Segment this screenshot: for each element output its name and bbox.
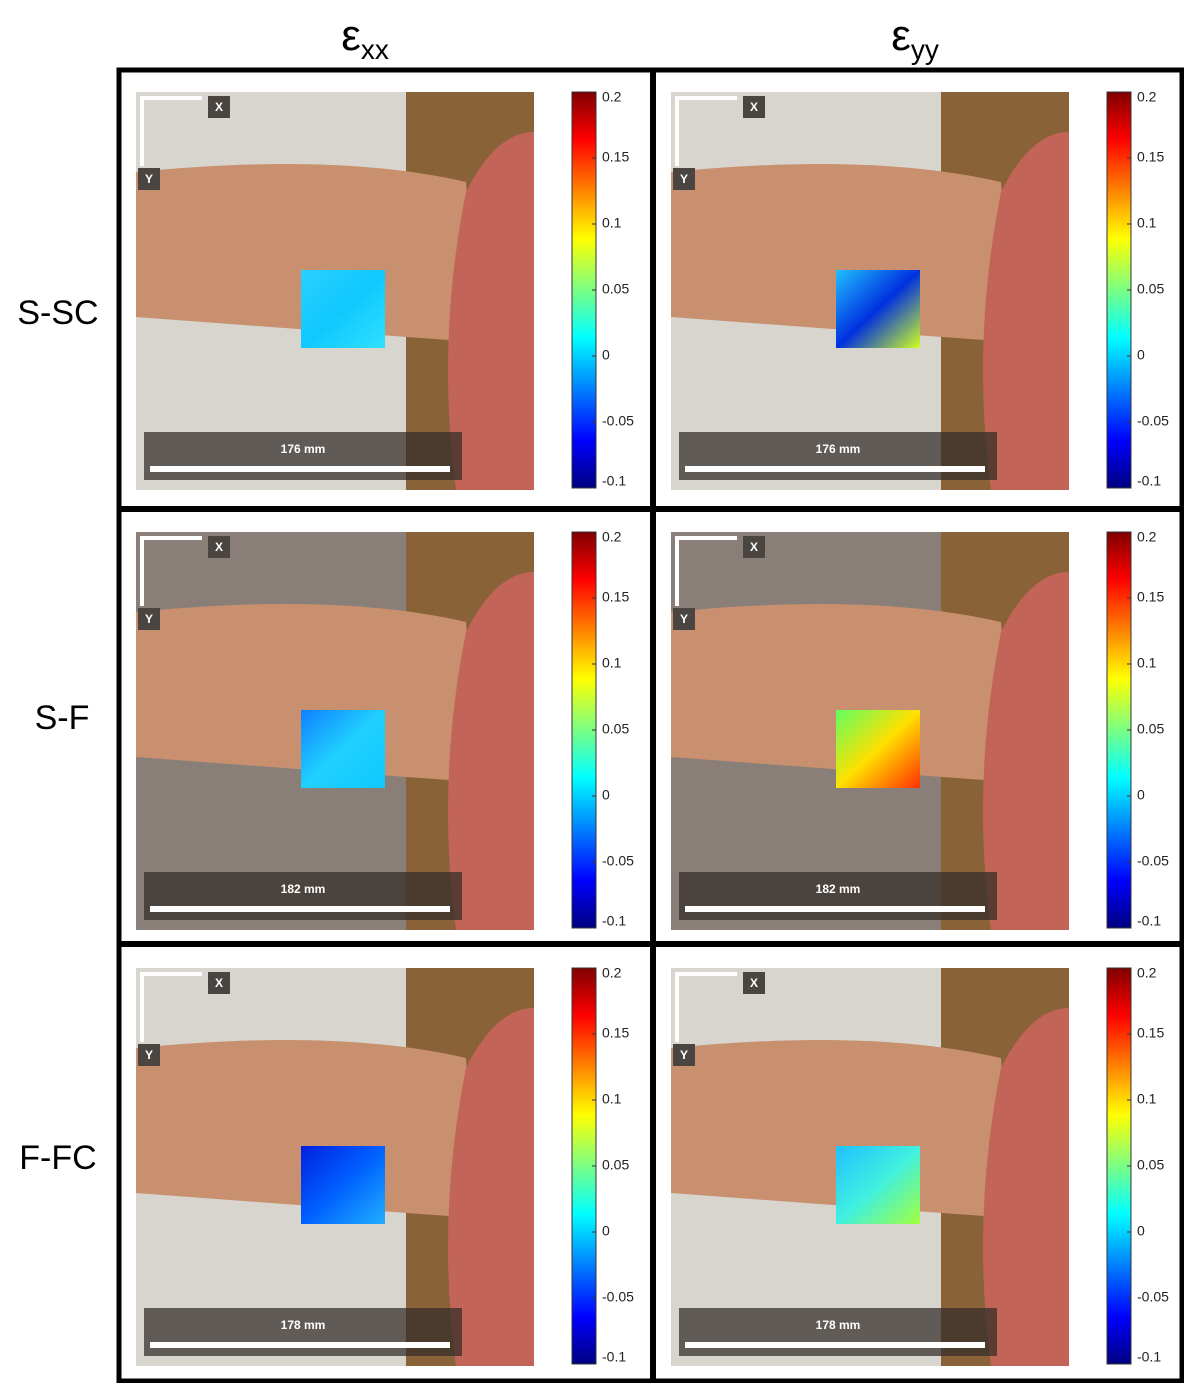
colorbar-tick-label: -0.05: [1137, 413, 1169, 429]
panel: X Y 176 mm 0.2 0.15 0.1 0.05 0 -0.05 -0.1: [136, 89, 634, 490]
colorbar-tick-label: 0.15: [1137, 1025, 1164, 1041]
row-label: S-SC: [17, 294, 98, 332]
colorbar-tick-label: 0.05: [1137, 1157, 1164, 1173]
colorbar-tick-label: 0.2: [602, 529, 622, 545]
colorbar-tick-label: -0.05: [602, 1289, 634, 1305]
colorbar-tick-label: 0.05: [1137, 281, 1164, 297]
axis-label: X: [215, 540, 223, 554]
row-label: F-FC: [19, 1139, 96, 1177]
axis-label: X: [750, 100, 758, 114]
colorbar-tick-label: -0.1: [1137, 1349, 1161, 1365]
colorbar-tick-label: 0: [602, 347, 610, 363]
colorbar-tick-label: 0: [1137, 1223, 1145, 1239]
strain-patch: [836, 270, 920, 348]
colorbar-tick-label: 0.15: [602, 149, 629, 165]
colorbar-tick-label: 0.05: [602, 721, 629, 737]
panel: X Y 182 mm 0.2 0.15 0.1 0.05 0 -0.05 -0.1: [136, 529, 634, 930]
axis-label: X: [750, 976, 758, 990]
axis-label: X: [215, 100, 223, 114]
colorbar-tick-label: 0.15: [1137, 149, 1164, 165]
axis-label: Y: [680, 612, 688, 626]
colorbar-tick-label: 0.1: [1137, 1091, 1157, 1107]
colorbar-tick-label: -0.05: [602, 413, 634, 429]
axis-label: X: [750, 540, 758, 554]
panel: X Y 176 mm 0.2 0.15 0.1 0.05 0 -0.05 -0.1: [671, 89, 1169, 490]
colorbar-tick-label: 0.2: [1137, 529, 1157, 545]
colorbar-tick-label: -0.1: [602, 1349, 626, 1365]
colorbar-tick-label: 0.05: [602, 1157, 629, 1173]
panel: X Y 182 mm 0.2 0.15 0.1 0.05 0 -0.05 -0.1: [671, 529, 1169, 930]
strain-patch: [836, 1146, 920, 1224]
column-header: εyy: [891, 11, 939, 66]
subscript: xx: [361, 34, 389, 65]
scale-bar: [150, 466, 450, 472]
colorbar-tick-label: 0: [1137, 787, 1145, 803]
colorbar-tick-label: 0.1: [1137, 655, 1157, 671]
symbol: ε: [341, 11, 361, 60]
column-header: εxx: [341, 11, 389, 66]
axis-label: Y: [145, 1048, 153, 1062]
colorbar-tick-label: 0.1: [602, 655, 622, 671]
scale-label: 182 mm: [816, 882, 861, 896]
colorbar-tick-label: 0.2: [1137, 89, 1157, 105]
axis-label: Y: [680, 172, 688, 186]
colorbar-tick-label: 0.1: [1137, 215, 1157, 231]
colorbar-tick-label: 0.15: [602, 1025, 629, 1041]
colorbar-tick-label: -0.05: [602, 853, 634, 869]
colorbar-tick-label: -0.05: [1137, 853, 1169, 869]
colorbar-tick-label: 0.2: [602, 965, 622, 981]
scale-bar: [685, 906, 985, 912]
colorbar-tick-label: -0.1: [1137, 473, 1161, 489]
colorbar-tick-label: 0: [602, 787, 610, 803]
colorbar-tick-label: 0.05: [1137, 721, 1164, 737]
axis-label: Y: [145, 172, 153, 186]
colorbar-tick-label: 0.1: [602, 1091, 622, 1107]
scale-bar: [150, 906, 450, 912]
colorbar-tick-label: -0.05: [1137, 1289, 1169, 1305]
colorbar-tick-label: -0.1: [602, 473, 626, 489]
subscript: yy: [911, 34, 939, 65]
colorbar-tick-label: 0.2: [602, 89, 622, 105]
scale-label: 176 mm: [281, 442, 326, 456]
axis-label: Y: [145, 612, 153, 626]
axis-label: Y: [680, 1048, 688, 1062]
strain-patch: [301, 270, 385, 348]
row-label: S-F: [35, 699, 90, 737]
colorbar-tick-label: -0.1: [1137, 913, 1161, 929]
colorbar-tick-label: 0.1: [602, 215, 622, 231]
colorbar-tick-label: 0.05: [602, 281, 629, 297]
scale-label: 182 mm: [281, 882, 326, 896]
scale-label: 178 mm: [281, 1318, 326, 1332]
panel: X Y 178 mm 0.2 0.15 0.1 0.05 0 -0.05 -0.1: [136, 965, 634, 1366]
scale-bar: [685, 466, 985, 472]
colorbar-tick-label: 0.15: [602, 589, 629, 605]
colorbar-tick-label: 0.15: [1137, 589, 1164, 605]
panel: X Y 178 mm 0.2 0.15 0.1 0.05 0 -0.05 -0.1: [671, 965, 1169, 1366]
strain-patch: [301, 710, 385, 788]
colorbar-tick-label: 0: [602, 1223, 610, 1239]
figure: εxx εyy S-SC S-F F-FC XY176 mm0.20.150.1…: [0, 0, 1184, 1383]
colorbar-tick-label: 0.2: [1137, 965, 1157, 981]
scale-label: 178 mm: [816, 1318, 861, 1332]
axis-label: X: [215, 976, 223, 990]
scale-bar: [685, 1342, 985, 1348]
symbol: ε: [891, 11, 911, 60]
strain-patch: [301, 1146, 385, 1224]
scale-bar: [150, 1342, 450, 1348]
strain-patch: [836, 710, 920, 788]
colorbar-tick-label: -0.1: [602, 913, 626, 929]
scale-label: 176 mm: [816, 442, 861, 456]
colorbar-tick-label: 0: [1137, 347, 1145, 363]
